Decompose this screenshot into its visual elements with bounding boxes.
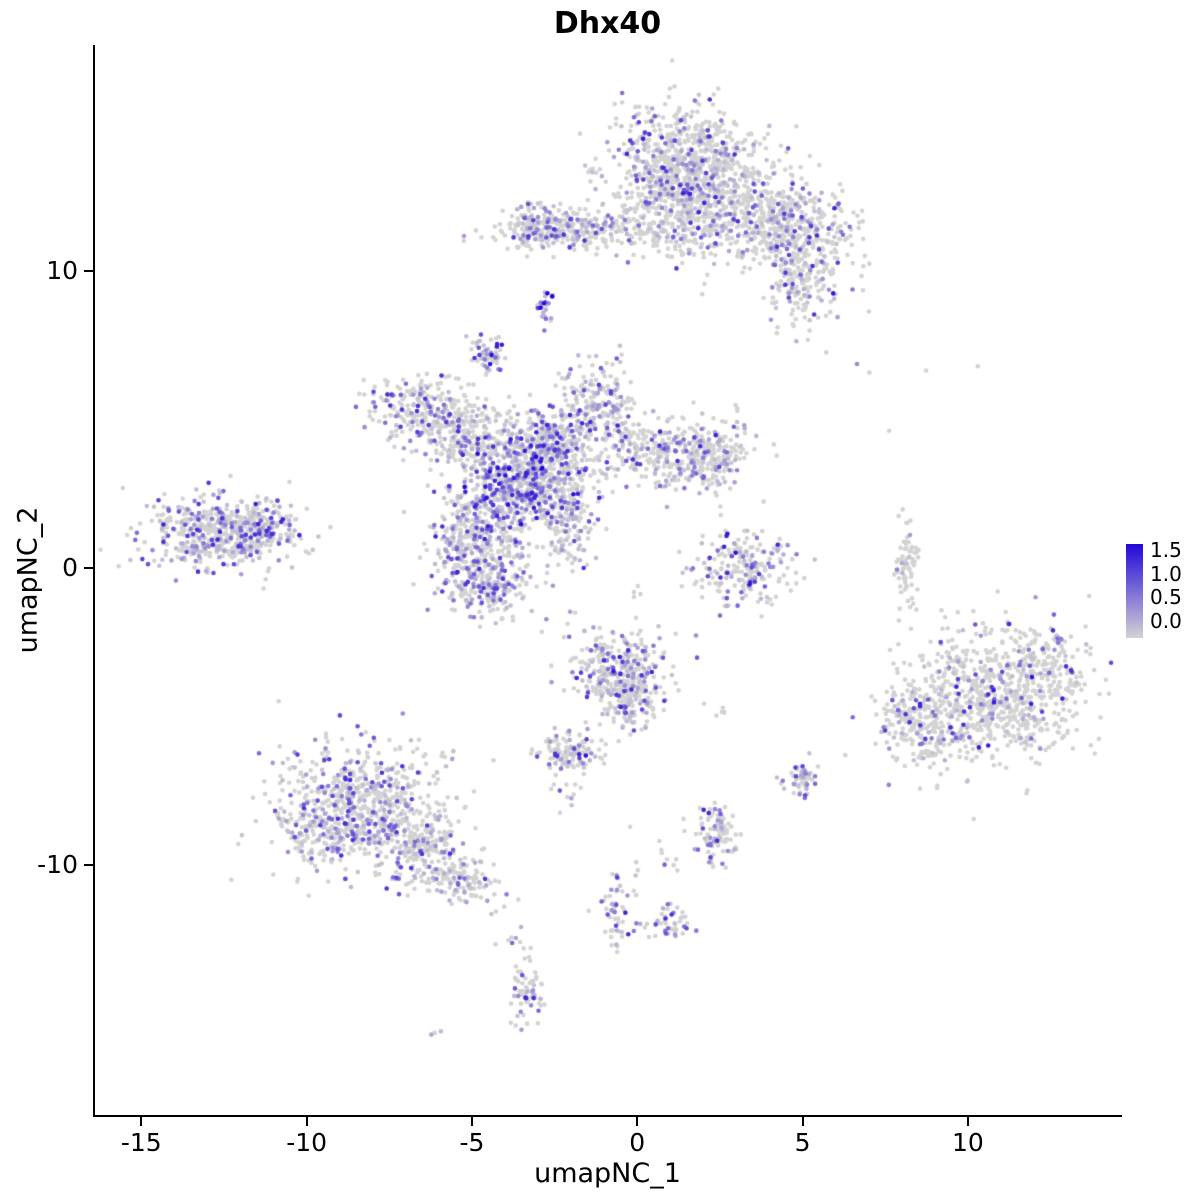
x-tick-mark <box>636 1117 639 1126</box>
legend-gradient-bar <box>1126 544 1143 638</box>
y-tick-label: 10 <box>46 255 78 285</box>
scatter-canvas <box>95 45 1120 1115</box>
x-tick-label: 5 <box>794 1128 811 1157</box>
x-tick-label: -10 <box>286 1128 328 1157</box>
legend-tick-label: 0.5 <box>1150 585 1182 609</box>
x-tick-label: 10 <box>951 1128 984 1157</box>
x-axis-line <box>93 1115 1122 1117</box>
x-tick-mark <box>305 1117 308 1126</box>
x-tick-mark <box>801 1117 804 1126</box>
y-axis-line <box>93 45 95 1117</box>
y-tick-mark <box>84 269 93 272</box>
plot-title: Dhx40 <box>553 6 662 41</box>
x-axis-label: umapNC_1 <box>534 1158 681 1189</box>
color-legend: 1.5 1.0 0.5 0.0 <box>1126 539 1198 640</box>
legend-tick-label: 1.5 <box>1150 538 1182 562</box>
x-tick-mark <box>140 1117 143 1126</box>
x-tick-mark <box>966 1117 969 1126</box>
y-tick-label: 0 <box>62 553 78 583</box>
x-tick-label: 0 <box>629 1128 646 1157</box>
y-tick-label: -10 <box>37 850 78 880</box>
y-tick-mark <box>84 864 93 867</box>
legend-tick-label: 0.0 <box>1150 608 1182 633</box>
x-tick-mark <box>470 1117 473 1126</box>
legend-tick-label: 1.0 <box>1150 561 1182 586</box>
x-tick-label: -5 <box>459 1128 485 1157</box>
x-tick-label: -15 <box>120 1128 162 1157</box>
y-tick-mark <box>84 567 93 570</box>
